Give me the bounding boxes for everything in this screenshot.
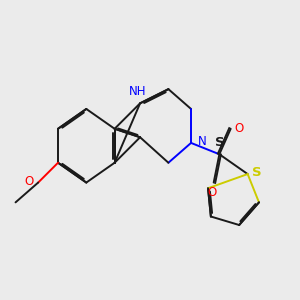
Text: S: S: [214, 136, 224, 149]
Text: N: N: [198, 135, 207, 148]
Text: O: O: [234, 122, 243, 135]
Text: O: O: [208, 186, 217, 199]
Text: NH: NH: [128, 85, 146, 98]
Text: S: S: [252, 166, 262, 179]
Text: O: O: [25, 175, 34, 188]
